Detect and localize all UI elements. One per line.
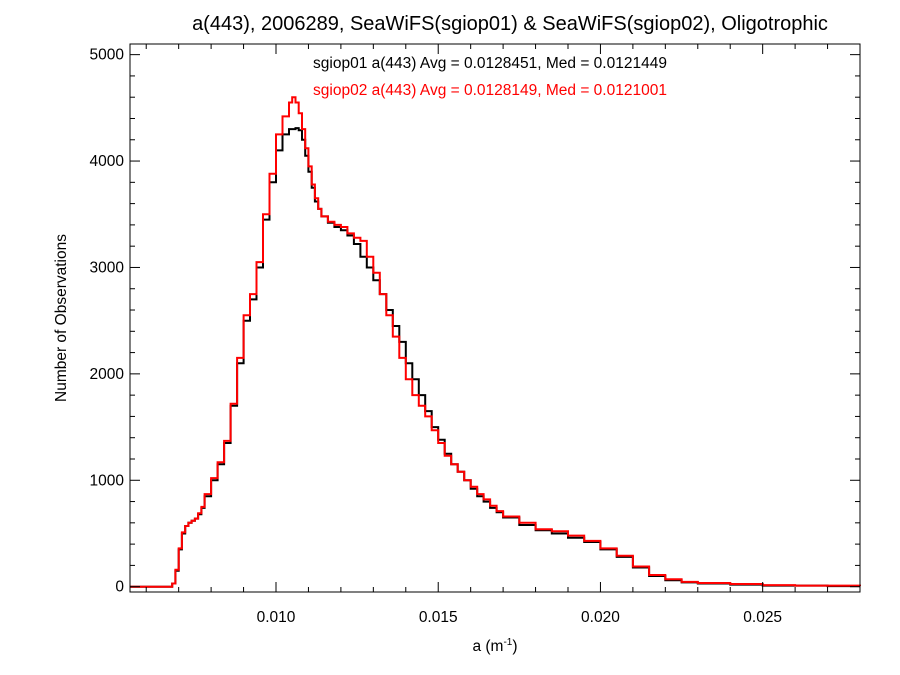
x-axis-label: a (m-1): [472, 637, 517, 655]
y-tick-label: 5000: [90, 47, 125, 64]
x-axis-label-main: a (m: [472, 638, 503, 655]
series-line-2: [130, 96, 861, 588]
chart-title: a(443), 2006289, SeaWiFS(sgiop01) & SeaW…: [192, 13, 828, 35]
axis-ticks: [130, 44, 861, 592]
x-tick-label: 0.015: [419, 609, 458, 626]
annotation-sgiop01: sgiop01 a(443) Avg = 0.0128451, Med = 0.…: [313, 55, 667, 72]
x-tick-label: 0.025: [743, 609, 782, 626]
annotation-sgiop02: sgiop02 a(443) Avg = 0.0128149, Med = 0.…: [313, 82, 667, 99]
series-line-1: [130, 127, 860, 588]
y-tick-label: 0: [115, 579, 124, 596]
x-tick-label: 0.010: [257, 609, 296, 626]
plot-frame: [129, 43, 861, 593]
y-axis-label: Number of Observations: [53, 234, 70, 402]
y-tick-label: 2000: [90, 366, 125, 383]
x-axis-label-close: ): [512, 638, 517, 655]
x-axis-label-sup: -1: [503, 637, 512, 648]
y-tick-label: 3000: [90, 259, 125, 276]
axis-tick-labels: 0.010 0.015 0.020 0.025 0 1000 2000 3000 4000 500…: [90, 47, 783, 626]
x-tick-label: 0.020: [581, 609, 620, 626]
y-tick-label: 1000: [90, 472, 125, 489]
y-tick-label: 4000: [90, 153, 125, 170]
series-group: [130, 96, 861, 588]
